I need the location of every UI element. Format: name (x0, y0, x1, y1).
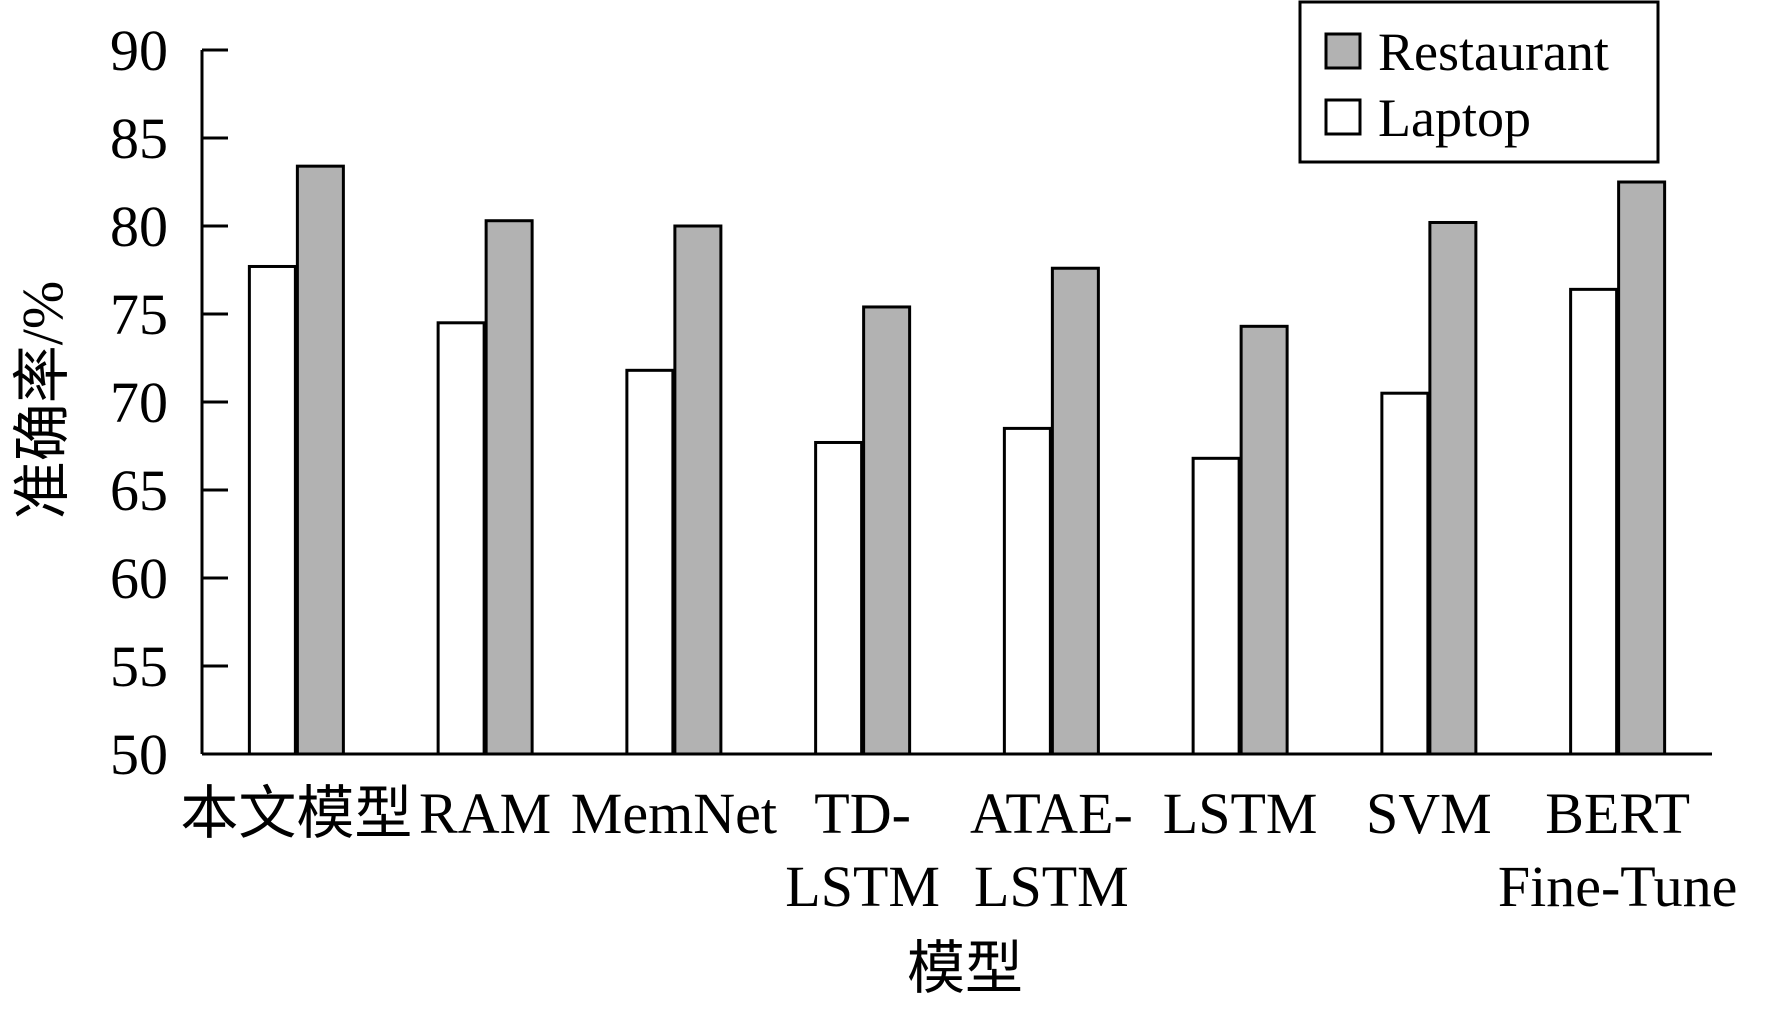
x-tick-label: TD- (814, 781, 911, 846)
x-tick-label: LSTM (974, 854, 1129, 919)
x-axis: 本文模型 RAM MemNet TD- LSTM ATAE- LSTM LSTM SVM BERT… (180, 752, 1738, 919)
x-tick-label: LSTM (785, 854, 940, 919)
legend-swatch-laptop (1324, 98, 1362, 136)
bar-restaurant (862, 305, 912, 756)
x-tick-label: 本文模型 (180, 781, 412, 846)
y-tick-label: 55 (110, 634, 168, 699)
y-tick-label: 90 (110, 18, 168, 83)
bar-laptop (625, 368, 675, 756)
x-tick-label: Fine-Tune (1498, 854, 1738, 919)
bar-laptop (436, 321, 486, 756)
bar-restaurant (1617, 180, 1667, 756)
bar-laptop (247, 264, 297, 756)
bars-layer (247, 164, 1667, 756)
y-tick-label: 70 (110, 370, 168, 435)
bar-restaurant (1239, 324, 1289, 756)
x-axis-title: 模型 (907, 936, 1023, 1001)
y-tick-label: 60 (110, 546, 168, 611)
x-tick-label: MemNet (571, 781, 777, 846)
bar-laptop (1380, 391, 1430, 756)
x-tick-label: LSTM (1163, 781, 1318, 846)
y-axis-title: 准确率/% (10, 281, 75, 519)
y-tick-label: 85 (110, 106, 168, 171)
x-tick-label: ATAE- (970, 781, 1133, 846)
bar-restaurant (295, 164, 345, 756)
x-tick-label: RAM (419, 781, 551, 846)
bar-restaurant (1050, 266, 1100, 756)
legend-label-restaurant: Restaurant (1378, 22, 1609, 82)
bar-laptop (1002, 426, 1052, 756)
bar-laptop (1191, 456, 1241, 756)
legend-swatch-restaurant (1324, 32, 1362, 70)
bar-restaurant (1428, 220, 1478, 756)
y-tick-label: 50 (110, 722, 168, 787)
bar-restaurant (673, 224, 723, 756)
y-axis: 50 55 60 65 70 75 80 85 90 (110, 18, 228, 787)
x-tick-label: BERT (1545, 781, 1690, 846)
bar-laptop (814, 440, 864, 756)
y-tick-label: 75 (110, 282, 168, 347)
legend-label-laptop: Laptop (1378, 88, 1531, 148)
x-tick-label: SVM (1366, 781, 1492, 846)
y-tick-label: 80 (110, 194, 168, 259)
bar-laptop (1569, 287, 1619, 756)
bar-restaurant (484, 219, 534, 756)
y-tick-label: 65 (110, 458, 168, 523)
